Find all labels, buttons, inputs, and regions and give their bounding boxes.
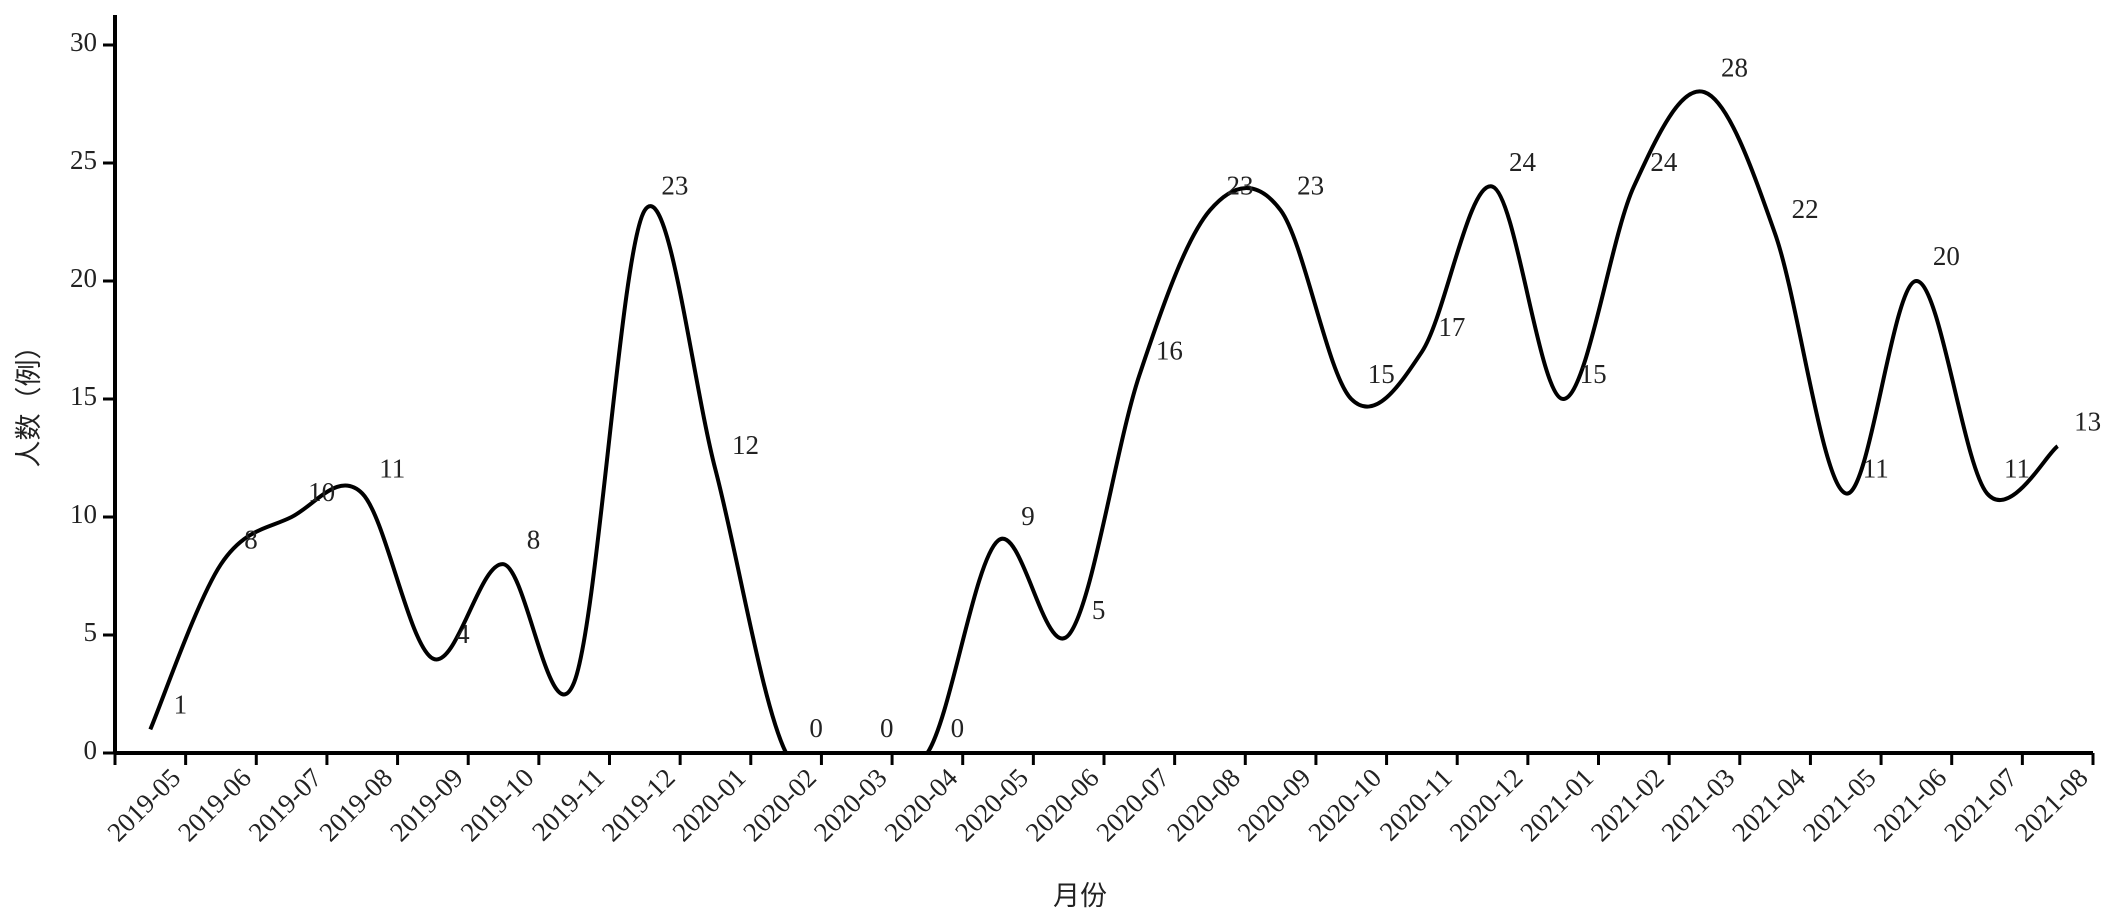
data-label: 0 bbox=[951, 713, 965, 743]
data-label: 8 bbox=[527, 524, 541, 554]
data-label: 1 bbox=[174, 690, 188, 720]
data-label: 23 bbox=[1297, 170, 1324, 200]
data-label: 11 bbox=[379, 454, 405, 484]
y-tick-label: 0 bbox=[84, 735, 98, 765]
data-label: 9 bbox=[1021, 501, 1035, 531]
data-label: 11 bbox=[2004, 454, 2030, 484]
x-tick-label: 2019-06 bbox=[172, 762, 257, 847]
x-tick-label: 2019-10 bbox=[455, 762, 540, 847]
x-tick-label: 2020-02 bbox=[737, 762, 822, 847]
x-tick-label: 2019-11 bbox=[526, 762, 610, 846]
data-label: 22 bbox=[1792, 194, 1819, 224]
data-label: 24 bbox=[1509, 147, 1537, 177]
x-tick-label: 2021-07 bbox=[1938, 762, 2023, 847]
x-tick-label: 2019-05 bbox=[101, 762, 186, 847]
x-tick-label: 2020-01 bbox=[667, 762, 752, 847]
data-label: 8 bbox=[244, 524, 258, 554]
x-tick-label: 2020-08 bbox=[1161, 762, 1246, 847]
x-tick-label: 2021-01 bbox=[1514, 762, 1599, 847]
data-label: 20 bbox=[1933, 241, 1960, 271]
x-tick-label: 2020-04 bbox=[878, 762, 963, 847]
x-tick-label: 2021-08 bbox=[2009, 762, 2094, 847]
x-tick-label: 2020-07 bbox=[1090, 762, 1175, 847]
data-label: 11 bbox=[1863, 454, 1889, 484]
data-label: 15 bbox=[1580, 359, 1607, 389]
data-label: 15 bbox=[1368, 359, 1395, 389]
data-label: 4 bbox=[456, 619, 470, 649]
x-tick-label: 2021-02 bbox=[1585, 762, 1670, 847]
data-label: 12 bbox=[732, 430, 759, 460]
x-tick-label: 2019-12 bbox=[596, 762, 681, 847]
data-label: 28 bbox=[1721, 52, 1748, 82]
x-tick-label: 2021-06 bbox=[1867, 762, 1952, 847]
x-tick-label: 2020-05 bbox=[949, 762, 1034, 847]
data-label: 23 bbox=[661, 170, 688, 200]
x-tick-label: 2020-09 bbox=[1232, 762, 1317, 847]
data-label: 23 bbox=[1226, 170, 1253, 200]
x-tick-label: 2021-03 bbox=[1656, 762, 1741, 847]
data-label: 0 bbox=[809, 713, 823, 743]
y-tick-label: 15 bbox=[70, 381, 97, 411]
data-label: 17 bbox=[1438, 312, 1465, 342]
y-tick-label: 5 bbox=[84, 617, 98, 647]
y-tick-label: 20 bbox=[70, 263, 97, 293]
y-tick-label: 30 bbox=[70, 27, 97, 57]
data-label: 5 bbox=[1092, 595, 1106, 625]
x-tick-label: 2019-08 bbox=[313, 762, 398, 847]
x-axis-label: 月份 bbox=[1053, 881, 1107, 911]
x-tick-label: 2020-12 bbox=[1444, 762, 1529, 847]
data-label: 16 bbox=[1156, 336, 1183, 366]
x-tick-label: 2021-04 bbox=[1726, 762, 1811, 847]
y-tick-label: 10 bbox=[70, 499, 97, 529]
x-tick-label: 2020-06 bbox=[1020, 762, 1105, 847]
x-tick-label: 2020-10 bbox=[1302, 762, 1387, 847]
data-label: 24 bbox=[1650, 147, 1678, 177]
x-tick-label: 2020-11 bbox=[1374, 762, 1458, 846]
x-tick-label: 2019-07 bbox=[243, 762, 328, 847]
y-tick-label: 25 bbox=[70, 145, 97, 175]
data-label: 10 bbox=[308, 477, 335, 507]
x-tick-label: 2021-05 bbox=[1797, 762, 1882, 847]
y-axis-label: 人数（例） bbox=[14, 333, 44, 468]
line bbox=[148, 89, 2059, 752]
data-label: 0 bbox=[880, 713, 894, 743]
x-tick-label: 2019-09 bbox=[384, 762, 469, 847]
data-label: 13 bbox=[2074, 406, 2101, 436]
x-tick-label: 2020-03 bbox=[808, 762, 893, 847]
